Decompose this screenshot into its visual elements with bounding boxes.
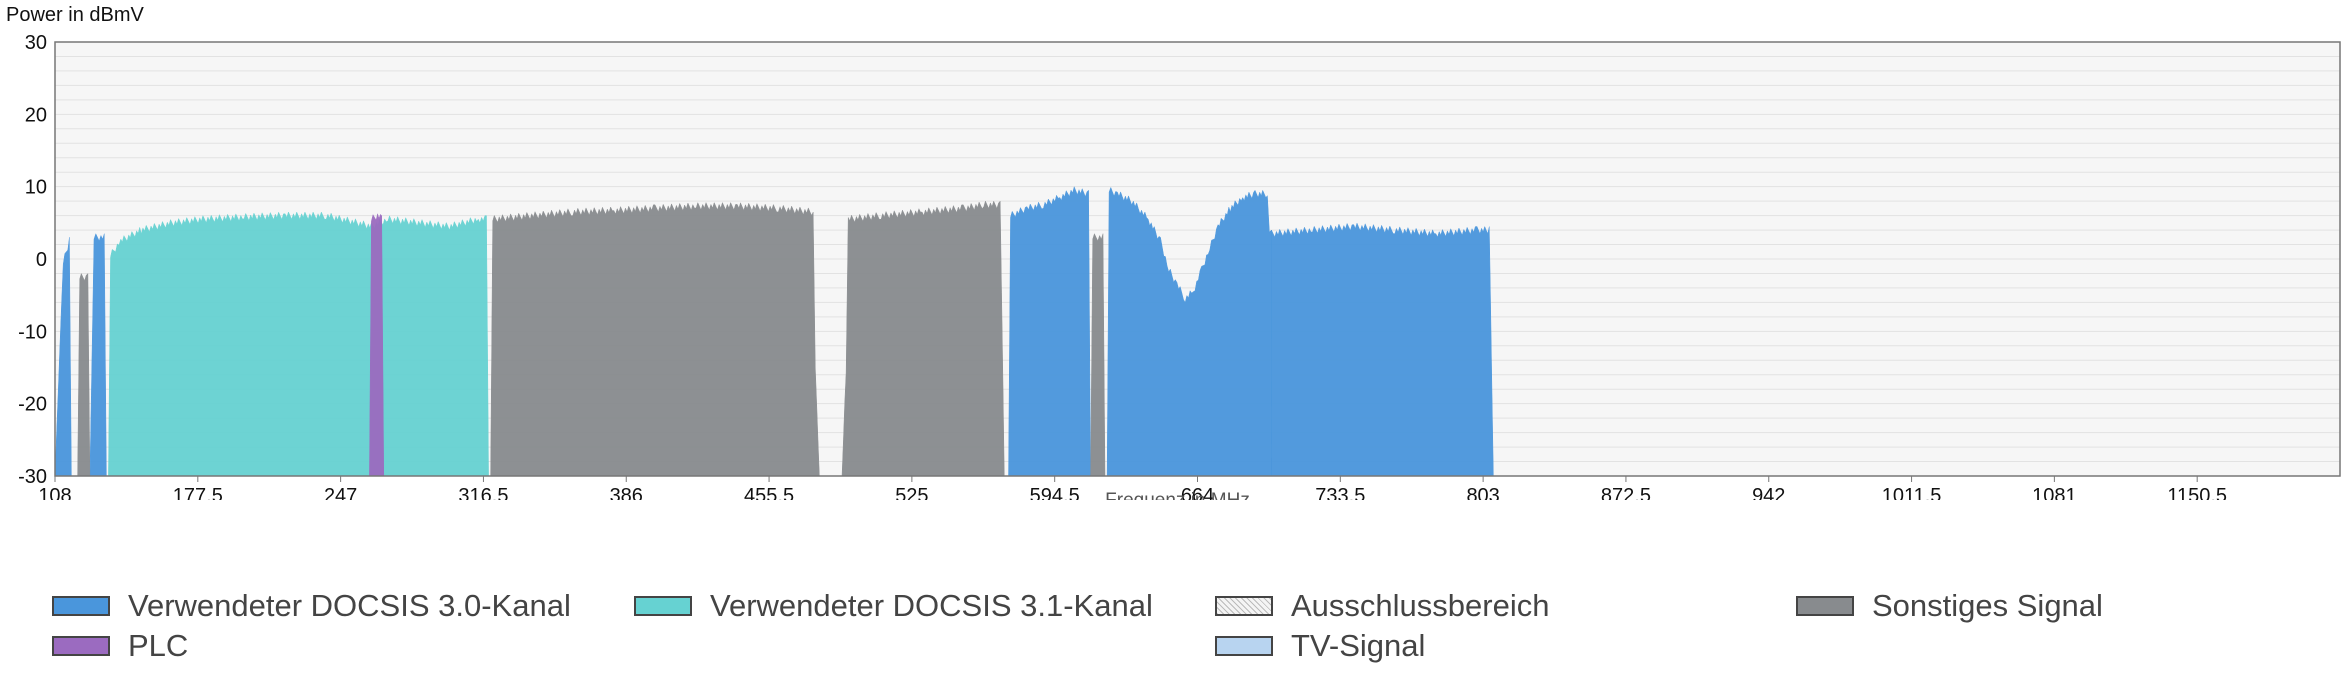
series-area-0-2	[1008, 185, 1091, 477]
legend-swatch-docsis31	[634, 596, 692, 616]
y-axis-title: Power in dBmV	[6, 4, 144, 26]
x-tick-label: 247	[324, 485, 357, 500]
x-tick-label: 664	[1181, 485, 1214, 500]
y-tick-label: 0	[36, 249, 47, 271]
x-tick-label: 803	[1466, 485, 1499, 500]
legend-swatch-tv-signal	[1215, 636, 1273, 656]
series-area-0-4	[1271, 222, 1494, 477]
series-area-3-0	[77, 272, 91, 477]
legend-item-docsis31: Verwendeter DOCSIS 3.1-Kanal	[634, 588, 1153, 624]
x-tick-label: 1081	[2032, 485, 2077, 500]
legend-swatch-plc	[52, 636, 110, 656]
series-area-0-1	[89, 233, 107, 477]
legend-label-exclusion: Ausschlussbereich	[1291, 588, 1550, 623]
x-tick-label: 594.5	[1030, 485, 1080, 500]
y-tick-label: 10	[25, 177, 47, 199]
x-tick-label: 108	[38, 485, 71, 500]
legend-label-plc: PLC	[128, 628, 189, 663]
legend-swatch-exclusion	[1215, 596, 1273, 616]
x-tick-label: 942	[1752, 485, 1785, 500]
x-tick-label: 316.5	[458, 485, 508, 500]
legend-swatch-docsis30	[52, 596, 110, 616]
y-tick-label: 30	[25, 32, 47, 54]
series-area-3-2	[841, 200, 1005, 477]
legend-item-exclusion: Ausschlussbereich	[1215, 588, 1549, 624]
legend-item-docsis30: Verwendeter DOCSIS 3.0-Kanal	[52, 588, 571, 624]
x-axis-title: Frequenz in MHz	[1105, 490, 1250, 500]
x-tick-label: 1011.5	[1882, 485, 1942, 500]
legend-item-other-signal: Sonstiges Signal	[1796, 588, 2103, 624]
x-tick-label: 525	[895, 485, 928, 500]
legend-label-other-signal: Sonstiges Signal	[1872, 588, 2103, 623]
y-tick-label: 20	[25, 104, 47, 126]
legend-label-docsis30: Verwendeter DOCSIS 3.0-Kanal	[128, 588, 571, 623]
series-area-1-0	[108, 211, 489, 477]
series-area-2-0	[369, 212, 385, 477]
y-tick-label: -20	[18, 394, 47, 416]
x-tick-label: 1150.5	[2167, 485, 2227, 500]
legend-item-plc: PLC	[52, 628, 188, 664]
x-tick-label: 455.5	[744, 485, 794, 500]
x-tick-label: 177.5	[173, 485, 223, 500]
y-tick-label: -10	[18, 321, 47, 343]
x-tick-label: 872.5	[1601, 485, 1651, 500]
legend-swatch-other-signal	[1796, 596, 1854, 616]
x-tick-label: 733.5	[1315, 485, 1365, 500]
series-area-3-1	[490, 201, 820, 477]
legend-item-tv-signal: TV-Signal	[1215, 628, 1425, 664]
series-area-0-3	[1106, 186, 1272, 477]
legend-label-tv-signal: TV-Signal	[1291, 628, 1426, 663]
series-area-3-3	[1090, 233, 1106, 477]
series-area-0-0	[54, 237, 72, 477]
legend-label-docsis31: Verwendeter DOCSIS 3.1-Kanal	[710, 588, 1153, 623]
y-tick-label: -30	[18, 466, 47, 488]
x-tick-label: 386	[610, 485, 643, 500]
